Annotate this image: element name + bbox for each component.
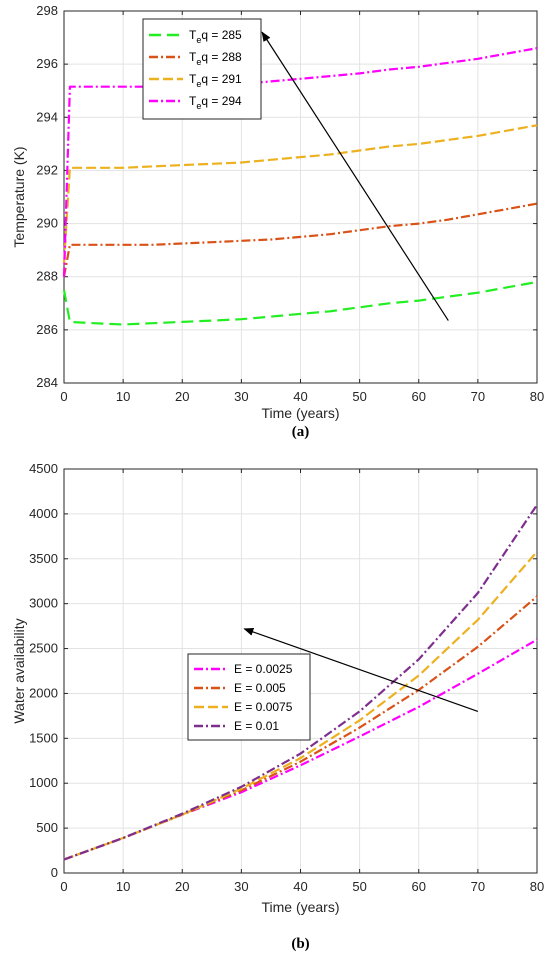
temperature-chart: 0 10 20 30 40 50 60 70 80 284 286 288 290 292 294 296 29… [11, 3, 544, 440]
x-tick-label: 10 [116, 389, 130, 404]
y-tick-label: 3500 [29, 551, 58, 566]
legend-box [142, 18, 262, 120]
x-tick-label: 50 [352, 879, 366, 894]
legend-entry: E = 0.01 [234, 719, 279, 733]
trend-arrow [243, 628, 479, 712]
y-tick-label: 296 [36, 56, 58, 71]
x-tick-label: 20 [175, 389, 189, 404]
y-tick-label: 290 [36, 216, 58, 231]
x-tick-label: 60 [412, 389, 426, 404]
y-tick-label: 4000 [29, 506, 58, 521]
x-tick-label: 0 [60, 879, 67, 894]
series-line [62, 280, 538, 326]
water-availability-chart: 0 10 20 30 40 50 60 70 80 0 500 1000 1500 2000 2500 300… [11, 461, 544, 952]
legend-entry: Teq = 288 [189, 50, 242, 67]
legend-entry: Teq = 291 [189, 72, 242, 89]
y-tick-label: 1000 [29, 775, 58, 790]
grid-lines [63, 10, 538, 384]
x-tick-label: 70 [471, 389, 485, 404]
y-tick-label: 500 [36, 820, 58, 835]
legend-entry: E = 0.005 [234, 681, 286, 695]
x-tick-label: 80 [530, 879, 544, 894]
x-tick-label: 70 [471, 879, 485, 894]
series-line [63, 550, 538, 861]
series-line [63, 638, 538, 861]
x-tick-label: 30 [234, 389, 248, 404]
legend-entry: E = 0.0075 [234, 700, 293, 714]
legend-entry: Teq = 285 [189, 28, 242, 45]
x-tick-label: 40 [293, 389, 307, 404]
y-axis-label: Temperature (K) [11, 146, 27, 247]
series-line [62, 47, 538, 277]
y-tick-label: 298 [36, 3, 58, 18]
y-tick-label: 4500 [29, 461, 58, 476]
panel-caption: (b) [291, 936, 309, 952]
series-line [62, 202, 538, 277]
trend-arrow [261, 31, 449, 321]
y-tick-label: 2500 [29, 641, 58, 656]
series-line [63, 595, 538, 861]
y-tick-label: 2000 [29, 685, 58, 700]
y-tick-label: 284 [36, 375, 58, 390]
x-tick-label: 0 [60, 389, 67, 404]
legend-box [187, 653, 311, 741]
x-tick-label: 40 [293, 879, 307, 894]
series-line [63, 504, 538, 861]
x-axis-label: Time (years) [261, 899, 339, 915]
legend: Teq = 285 Teq = 288 Teq = 291 Teq = 294 [142, 18, 262, 120]
y-tick-label: 1500 [29, 730, 58, 745]
y-axis-label: Water availability [11, 618, 27, 723]
x-tick-label: 30 [234, 879, 248, 894]
legend-entry: Teq = 294 [189, 94, 242, 111]
y-tick-label: 3000 [29, 596, 58, 611]
x-tick-label: 60 [412, 879, 426, 894]
legend: E = 0.0025 E = 0.005 E = 0.0075 E = 0.01 [187, 653, 311, 741]
x-tick-label: 50 [352, 389, 366, 404]
legend-entry: E = 0.0025 [234, 662, 293, 676]
x-tick-label: 80 [530, 389, 544, 404]
y-tick-label: 294 [36, 109, 58, 124]
series-line [62, 124, 538, 264]
panel-caption: (a) [292, 424, 310, 440]
y-tick-label: 0 [51, 865, 58, 880]
x-axis-label: Time (years) [261, 405, 339, 421]
x-tick-label: 10 [116, 879, 130, 894]
y-tick-label: 286 [36, 322, 58, 337]
y-tick-label: 288 [36, 269, 58, 284]
x-tick-label: 20 [175, 879, 189, 894]
y-tick-label: 292 [36, 162, 58, 177]
